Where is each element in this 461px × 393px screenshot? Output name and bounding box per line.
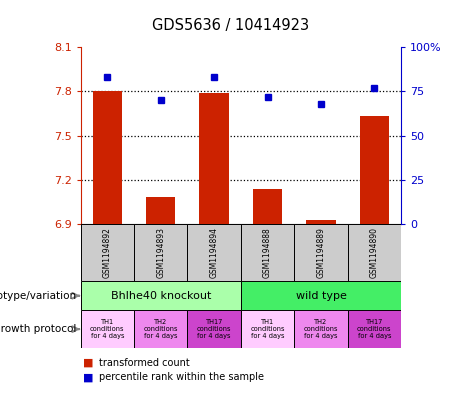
Text: GSM1194892: GSM1194892 (103, 227, 112, 278)
Bar (241, 224, 294, 281)
Bar (348, 224, 401, 281)
Bar (348, 310, 401, 348)
Text: GSM1194890: GSM1194890 (370, 227, 379, 278)
Bar (81, 224, 134, 281)
Text: TH17
conditions
for 4 days: TH17 conditions for 4 days (357, 319, 392, 339)
Text: TH2
conditions
for 4 days: TH2 conditions for 4 days (143, 319, 178, 339)
Bar (188, 224, 241, 281)
Text: GSM1194893: GSM1194893 (156, 227, 165, 278)
Text: wild type: wild type (296, 291, 346, 301)
Bar (294, 224, 348, 281)
Bar (81, 310, 134, 348)
Text: Bhlhe40 knockout: Bhlhe40 knockout (111, 291, 211, 301)
Bar (200, 93, 229, 224)
Bar (253, 189, 282, 224)
Bar (241, 281, 401, 310)
Text: ■: ■ (83, 372, 94, 382)
Bar (81, 281, 241, 310)
Text: transformed count: transformed count (99, 358, 190, 368)
Text: percentile rank within the sample: percentile rank within the sample (99, 372, 264, 382)
Bar (146, 197, 176, 224)
Bar (134, 310, 188, 348)
Text: TH1
conditions
for 4 days: TH1 conditions for 4 days (90, 319, 124, 339)
Text: ■: ■ (83, 358, 94, 368)
Text: GSM1194889: GSM1194889 (316, 227, 325, 278)
Text: genotype/variation: genotype/variation (0, 291, 76, 301)
Bar (241, 310, 294, 348)
Text: GDS5636 / 10414923: GDS5636 / 10414923 (152, 18, 309, 33)
Text: growth protocol: growth protocol (0, 324, 76, 334)
Text: GSM1194894: GSM1194894 (210, 227, 219, 278)
Text: TH17
conditions
for 4 days: TH17 conditions for 4 days (197, 319, 231, 339)
Bar (188, 310, 241, 348)
Bar (306, 220, 336, 224)
Text: TH1
conditions
for 4 days: TH1 conditions for 4 days (250, 319, 285, 339)
Bar (93, 91, 122, 224)
Bar (294, 310, 348, 348)
Bar (360, 116, 389, 224)
Bar (134, 224, 188, 281)
Text: GSM1194888: GSM1194888 (263, 227, 272, 278)
Text: TH2
conditions
for 4 days: TH2 conditions for 4 days (304, 319, 338, 339)
